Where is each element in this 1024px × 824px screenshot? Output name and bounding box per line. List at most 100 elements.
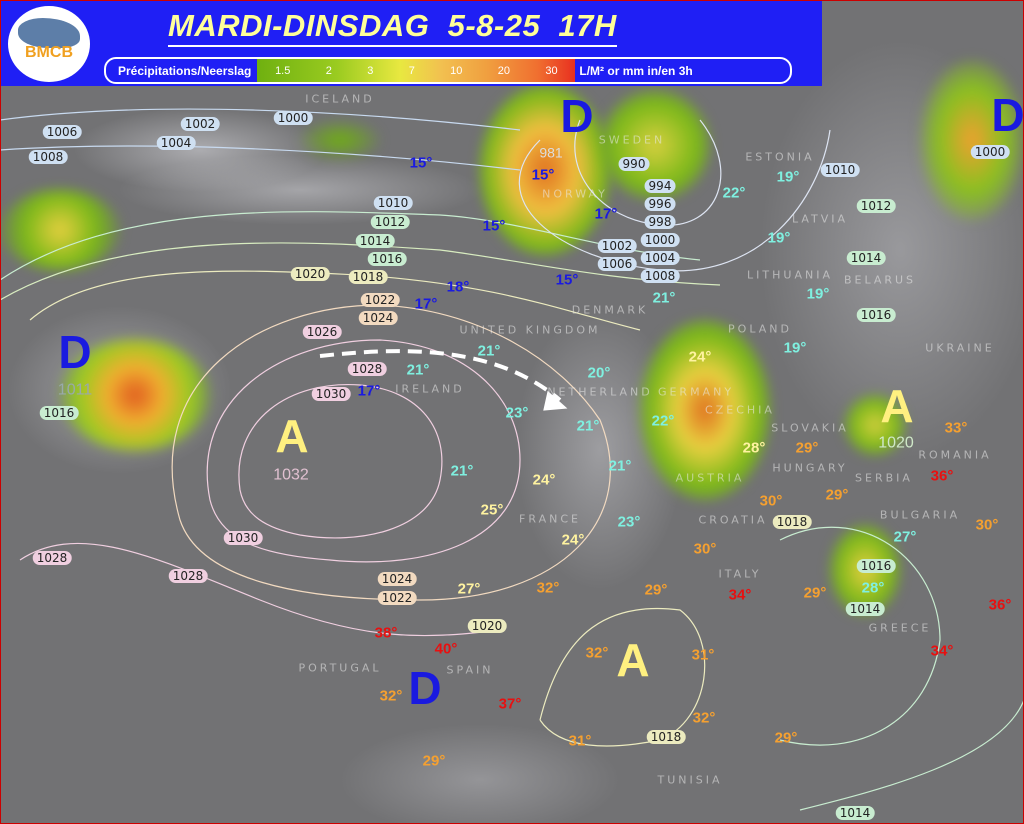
temperature-label: 15° [482,217,506,235]
isobar-label: 1028 [168,569,208,583]
low-pressure-center: D [560,90,594,142]
isobar-label: 1018 [772,515,812,529]
country-label: GREECE [868,621,932,635]
temperature-label: 21° [608,457,632,475]
high-pressure-center: A [880,380,914,432]
isobar-label: 1004 [640,251,680,265]
low-pressure-center: D [58,326,92,378]
isobar-label: 1014 [845,602,885,616]
isobar-label: 1012 [370,215,410,229]
temperature-label: 19° [806,285,830,303]
isobar-label: 1008 [28,150,68,164]
temperature-label: 37° [498,695,522,713]
isobar-label: 1006 [597,257,637,271]
isobar-label: 1028 [32,551,72,565]
country-label: ITALY [718,567,762,581]
isobar-label: 1030 [311,387,351,401]
country-label: BULGARIA [879,508,961,522]
temperature-label: 28° [861,579,885,597]
temperature-label: 15° [409,154,433,172]
arrow-head [543,390,568,411]
country-label: POLAND [728,322,792,336]
temperature-label: 18° [446,278,470,296]
temperature-label: 31° [691,646,715,664]
bmcb-logo: BMCB [8,6,90,82]
country-label: FRANCE [519,512,581,526]
temperature-label: 29° [644,581,668,599]
high-pressure-center: A [616,634,650,686]
temperature-label: 19° [783,339,807,357]
isobar-label: 1024 [377,572,417,586]
isobar-label: 1012 [856,199,896,213]
temperature-label: 19° [776,168,800,186]
country-label: SWEDEN [598,133,666,147]
temperature-label: 22° [722,184,746,202]
country-label: CROATIA [698,513,768,527]
legend-value: 3 [367,64,374,77]
country-label: PORTUGAL [298,661,382,675]
temperature-label: 29° [774,729,798,747]
temperature-label: 31° [568,732,592,750]
country-label: GERMANY [657,385,735,399]
header-banner: BMCB MARDI-DINSDAG 5-8-25 17H Précipitat… [0,0,822,86]
precipitation-legend: Précipitations/Neerslag 1.5 2 3 7 10 20 … [104,57,792,84]
temperature-label: 21° [450,462,474,480]
temperature-label: 22° [651,412,675,430]
temperature-label: 34° [930,642,954,660]
country-label: CZECHIA [705,403,775,417]
temperature-label: 21° [477,342,501,360]
temperature-label: 33° [944,419,968,437]
temperature-label: 20° [587,364,611,382]
precip-area [845,395,905,455]
country-label: LITHUANIA [747,268,833,282]
temperature-label: 29° [422,752,446,770]
isobar-label: 994 [644,179,676,193]
temperature-label: 29° [795,439,819,457]
temperature-label: 38° [374,624,398,642]
isobar-label: 1006 [42,125,82,139]
isobar-label: 1000 [970,145,1010,159]
temperature-label: 32° [585,644,609,662]
temperature-label: 17° [414,295,438,313]
isobar-label: 1016 [39,406,79,420]
isobar-label: 1002 [180,117,220,131]
isobar-label: 1008 [640,269,680,283]
country-label: ICELAND [305,92,375,106]
temperature-label: 32° [536,579,560,597]
country-label: SERBIA [855,471,913,485]
isobar-label: 1004 [156,136,196,150]
country-label: NETHERLAND [547,385,653,399]
isobar-label: 1010 [820,163,860,177]
high-value: 1020 [878,434,914,452]
temperature-label: 32° [379,687,403,705]
precip-area [920,60,1024,220]
temperature-label: 25° [480,501,504,519]
isobar-label: 1000 [273,111,313,125]
temperature-label: 30° [693,540,717,558]
country-label: ROMANIA [918,448,992,462]
temperature-label: 19° [767,229,791,247]
temperature-label: 32° [692,709,716,727]
temperature-label: 34° [728,586,752,604]
country-label: NORWAY [542,187,608,201]
isobar-label: 1028 [347,362,387,376]
temperature-label: 29° [803,584,827,602]
temperature-label: 36° [930,467,954,485]
isobar-label: 1020 [467,619,507,633]
temperature-label: 23° [505,404,529,422]
legend-value: 10 [450,64,463,77]
page-title: MARDI-DINSDAG 5-8-25 17H [168,8,617,47]
precip-area [0,190,120,270]
country-label: UNITED KINGDOM [459,323,601,337]
temperature-label: 24° [688,348,712,366]
isobar-label: 1016 [856,308,896,322]
isobar-label: 996 [644,197,676,211]
country-label: HUNGARY [772,461,848,475]
isobar-label: 1022 [360,293,400,307]
legend-value: 2 [325,64,332,77]
legend-color-scale: 1.5 2 3 7 10 20 30 [257,59,576,82]
country-label: BELARUS [843,273,917,287]
low-value: 1011 [57,381,93,399]
isobar-label: 1014 [355,234,395,248]
